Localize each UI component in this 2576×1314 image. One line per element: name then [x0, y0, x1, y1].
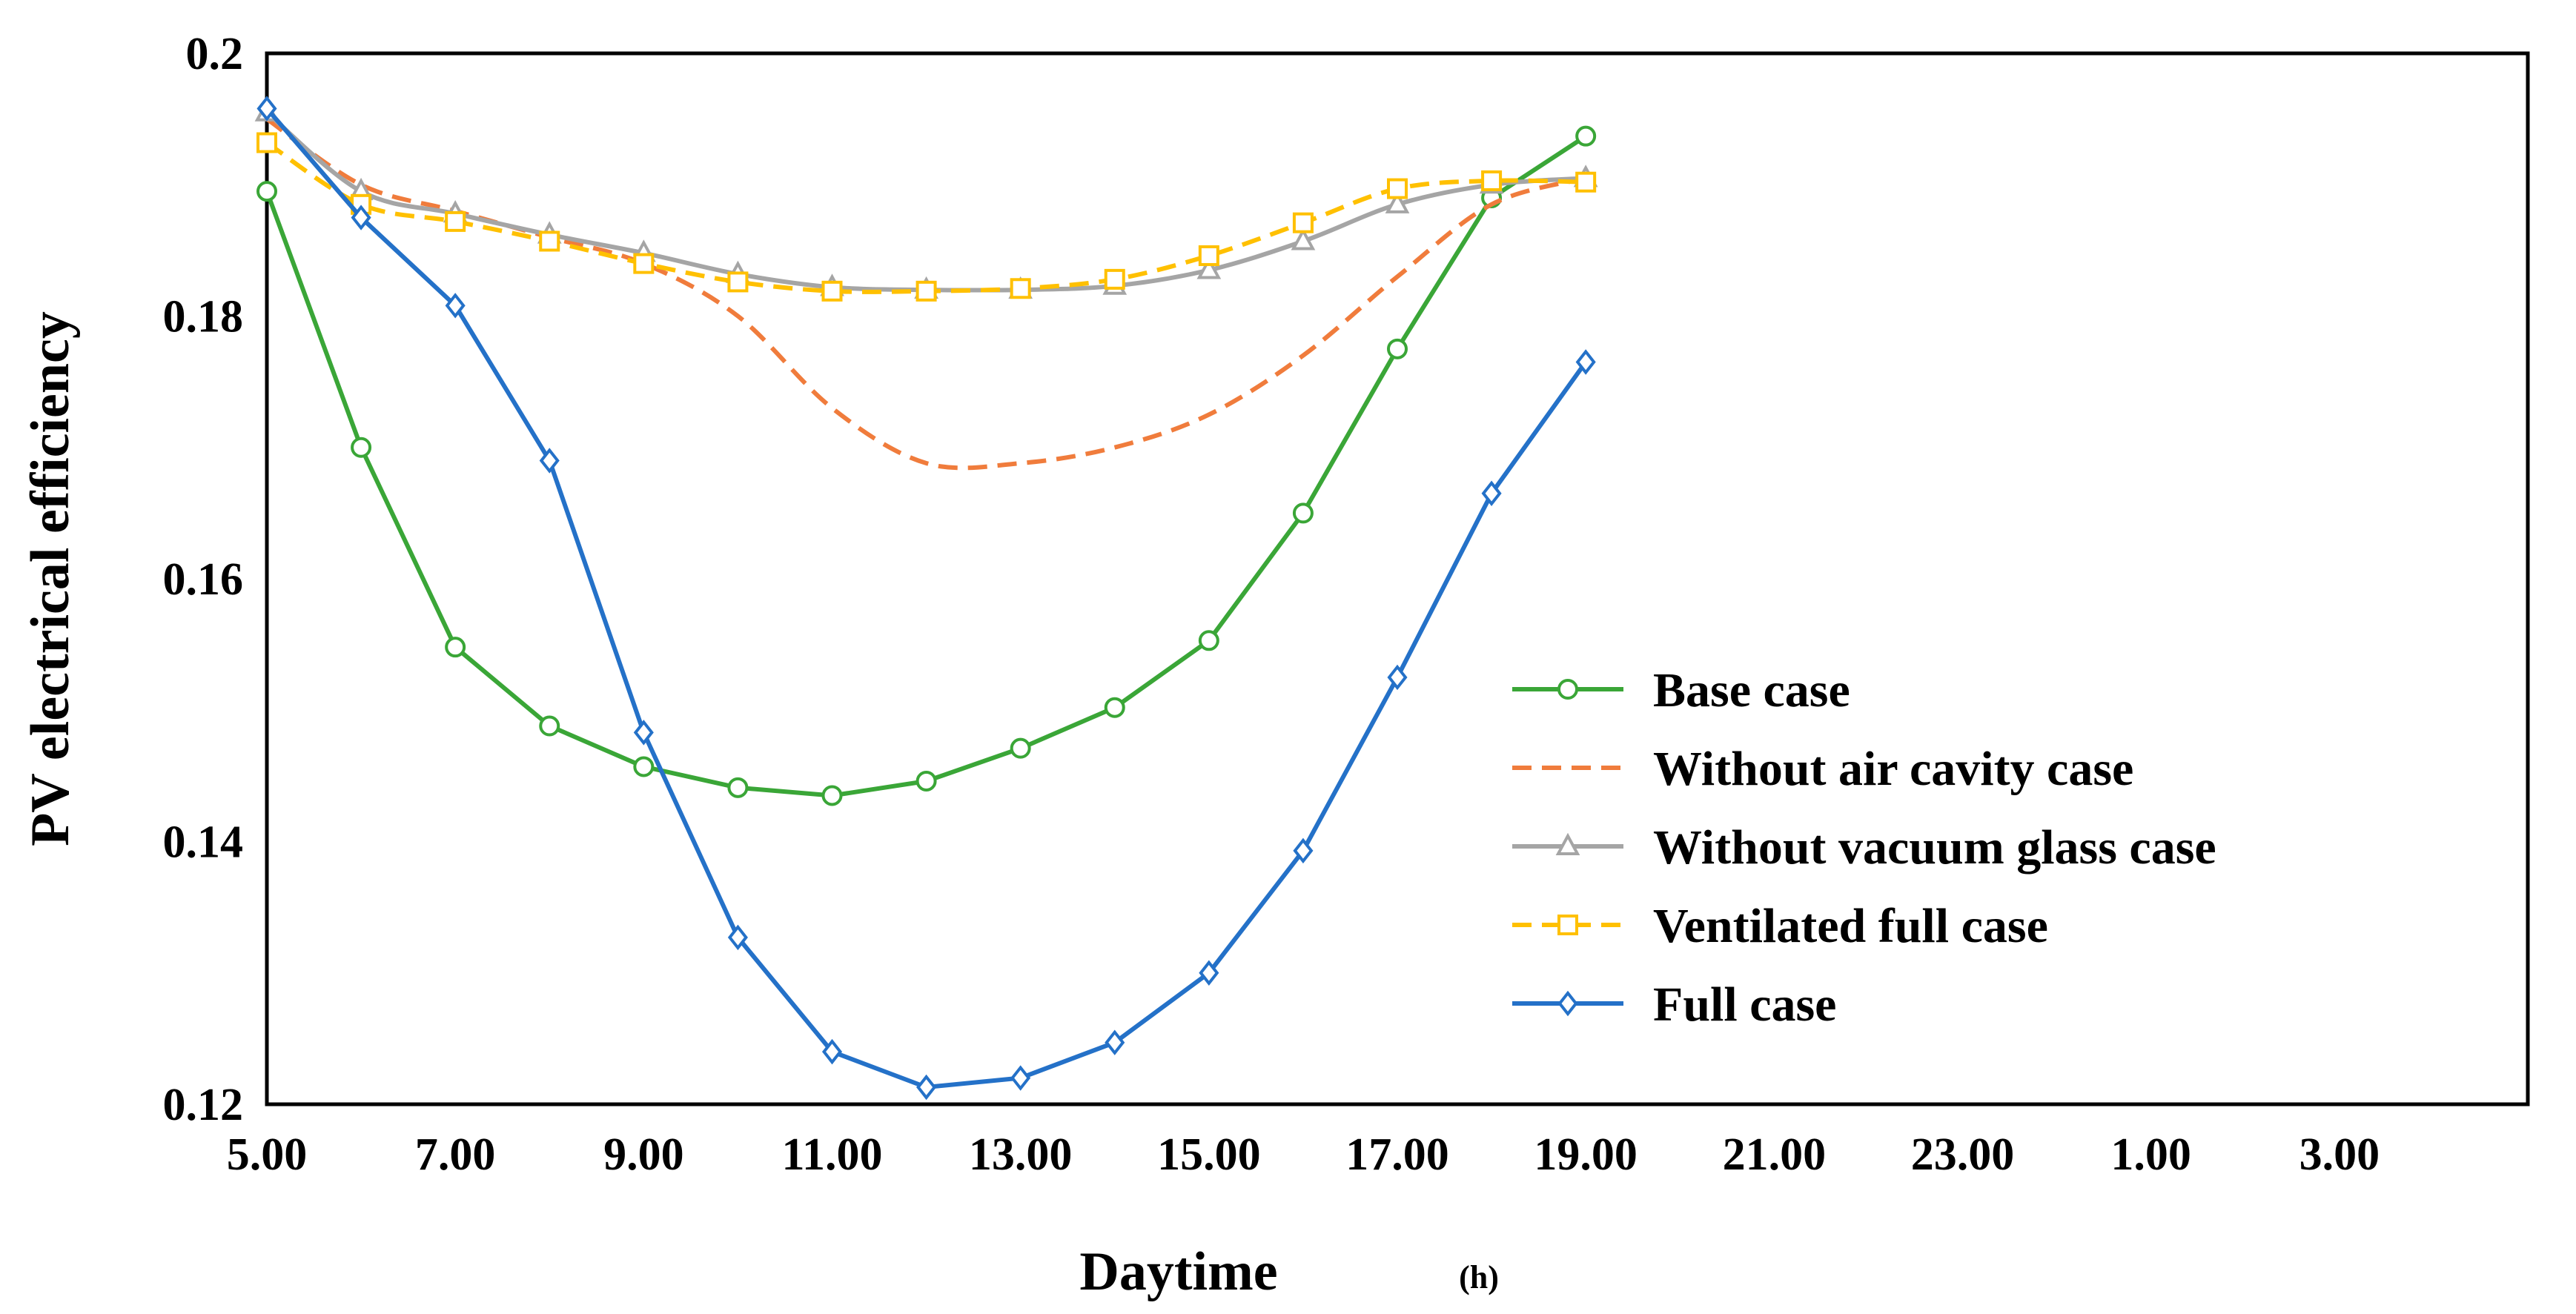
- y-tick-label: 0.2: [186, 29, 244, 79]
- data-point-full-case: [1575, 349, 1596, 375]
- x-tick-label: 7.00: [415, 1129, 496, 1180]
- series-layer: [254, 96, 1598, 1101]
- data-point-full-case: [445, 293, 466, 319]
- x-tick-label: 3.00: [2299, 1129, 2380, 1180]
- data-point-base-case: [445, 637, 466, 658]
- data-point-full-case: [1199, 960, 1219, 986]
- data-point-base-case: [1575, 125, 1597, 147]
- legend-swatch-marker: [1557, 915, 1578, 935]
- legend-item-full-case: Full case: [1512, 978, 1836, 1032]
- legend-item-ventilated-full-case: Ventilated full case: [1512, 899, 2048, 953]
- series-ventilated-full-case: [256, 132, 1597, 302]
- data-point-ventilated-full-case: [445, 210, 466, 232]
- data-point-without-vacuum-glass-case: [1291, 228, 1316, 250]
- data-point-full-case: [916, 1074, 937, 1101]
- x-axis-tick-labels: 5.00 7.00 9.00 11.00 13.00 15.00 17.00 19.00 21.…: [227, 1129, 2380, 1180]
- data-point-ventilated-full-case: [1575, 171, 1597, 193]
- x-tick-label: 23.00: [1911, 1129, 2015, 1180]
- y-tick-label: 0.12: [163, 1080, 244, 1130]
- x-tick-label: 9.00: [603, 1129, 684, 1180]
- x-axis-unit: (h): [1459, 1259, 1499, 1295]
- y-axis-tick-labels: 0.12 0.14 0.16 0.18 0.2: [163, 29, 244, 1130]
- data-point-ventilated-full-case: [1387, 178, 1408, 199]
- data-point-full-case: [539, 448, 560, 474]
- legend-item-base-case: Base case: [1512, 663, 1850, 717]
- data-point-full-case: [727, 924, 748, 951]
- data-point-ventilated-full-case: [1010, 278, 1031, 299]
- data-point-base-case: [351, 437, 372, 458]
- data-point-ventilated-full-case: [539, 230, 560, 252]
- data-point-base-case: [539, 715, 560, 737]
- legend-swatch-marker: [1557, 990, 1578, 1017]
- y-tick-label: 0.14: [163, 817, 244, 868]
- x-tick-label: 11.00: [781, 1129, 882, 1180]
- data-point-base-case: [1198, 630, 1219, 651]
- x-tick-label: 17.00: [1345, 1129, 1449, 1180]
- x-tick-label: 1.00: [2110, 1129, 2191, 1180]
- legend-swatch-marker: [1557, 679, 1578, 700]
- data-point-full-case: [1010, 1065, 1031, 1091]
- data-point-full-case: [1387, 664, 1408, 691]
- x-tick-label: 15.00: [1157, 1129, 1261, 1180]
- data-point-ventilated-full-case: [633, 253, 655, 274]
- data-point-ventilated-full-case: [727, 271, 749, 293]
- data-point-base-case: [1387, 338, 1408, 359]
- data-point-base-case: [256, 181, 277, 202]
- data-point-ventilated-full-case: [821, 280, 843, 302]
- data-point-ventilated-full-case: [1198, 245, 1219, 266]
- x-tick-label: 21.00: [1723, 1129, 1827, 1180]
- data-point-base-case: [727, 777, 749, 798]
- data-point-full-case: [633, 720, 654, 746]
- data-point-without-vacuum-glass-case: [1385, 190, 1410, 213]
- data-point-full-case: [1481, 480, 1502, 507]
- series-full-case: [256, 96, 1596, 1101]
- y-tick-label: 0.16: [163, 554, 244, 605]
- data-point-full-case: [351, 205, 371, 230]
- legend-label: Without vacuum glass case: [1653, 820, 2216, 875]
- data-point-full-case: [821, 1038, 843, 1065]
- data-point-without-vacuum-glass-case: [1196, 256, 1222, 279]
- data-point-base-case: [1010, 737, 1031, 759]
- data-point-ventilated-full-case: [1481, 170, 1503, 191]
- data-point-ventilated-full-case: [1104, 268, 1125, 290]
- data-point-full-case: [256, 96, 277, 122]
- legend-swatch-marker: [1555, 832, 1580, 855]
- legend-label: Full case: [1653, 978, 1836, 1032]
- data-point-base-case: [915, 770, 937, 792]
- y-tick-label: 0.18: [163, 292, 244, 342]
- data-point-base-case: [1104, 697, 1125, 718]
- x-tick-label: 13.00: [969, 1129, 1073, 1180]
- data-point-full-case: [1293, 837, 1314, 864]
- x-tick-label: 19.00: [1534, 1129, 1638, 1180]
- data-point-ventilated-full-case: [256, 132, 277, 153]
- legend: Base case Without air cavity case Without …: [1512, 663, 2216, 1032]
- plot-area-frame: [265, 51, 2530, 1106]
- x-tick-label: 5.00: [227, 1129, 308, 1180]
- data-point-base-case: [1292, 502, 1314, 524]
- legend-label: Ventilated full case: [1653, 899, 2048, 953]
- legend-item-without-air-cavity-case: Without air cavity case: [1512, 742, 2133, 796]
- legend-label: Without air cavity case: [1653, 742, 2133, 796]
- y-axis-title: PV electrical efficiency: [20, 311, 81, 846]
- legend-label: Base case: [1653, 663, 1850, 717]
- data-point-full-case: [1105, 1029, 1125, 1055]
- data-point-ventilated-full-case: [915, 280, 937, 302]
- x-axis-title: Daytime: [1079, 1241, 1277, 1302]
- data-point-ventilated-full-case: [1292, 212, 1314, 233]
- data-point-base-case: [821, 785, 843, 806]
- legend-item-without-vacuum-glass-case: Without vacuum glass case: [1512, 820, 2216, 875]
- series-base-case: [256, 125, 1597, 806]
- data-point-base-case: [633, 756, 655, 777]
